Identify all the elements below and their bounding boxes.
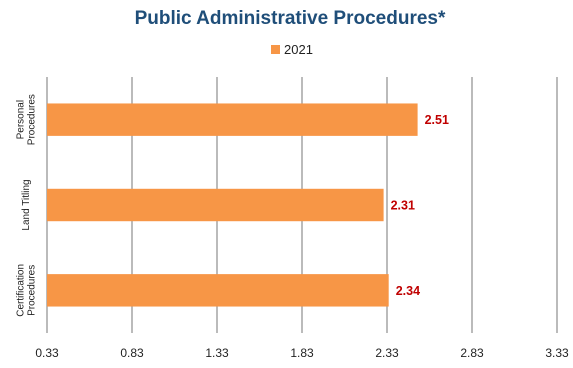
category-label: Personal Procedures — [16, 94, 38, 145]
category-label-line: Procedures — [27, 94, 38, 145]
x-tick-label: 0.83 — [120, 346, 144, 360]
data-label: 2.34 — [396, 284, 420, 298]
bar — [47, 188, 384, 222]
x-tick-label: 3.33 — [545, 346, 569, 360]
chart-title: Public Administrative Procedures* — [135, 8, 446, 29]
bar — [47, 103, 418, 136]
category-label: Certification Procedures — [16, 264, 38, 317]
x-tick-label: 2.83 — [460, 346, 484, 360]
x-tick-label: 1.33 — [205, 346, 229, 360]
x-tick-labels: 0.33 0.83 1.33 1.83 2.33 2.83 3.33 — [35, 346, 569, 360]
data-label: 2.51 — [425, 113, 449, 127]
category-label-line: Personal — [16, 100, 27, 139]
category-label-line: Certification — [16, 264, 27, 317]
bars — [47, 103, 418, 307]
x-tick-label: 1.83 — [290, 346, 314, 360]
legend-swatch-2021 — [271, 45, 280, 54]
x-tick-label: 2.33 — [375, 346, 399, 360]
x-tick-label: 0.33 — [35, 346, 59, 360]
legend: 2021 — [271, 42, 313, 57]
category-label: Land Titling — [21, 179, 32, 230]
bar — [47, 274, 389, 307]
legend-label-2021: 2021 — [284, 42, 313, 57]
data-labels: 2.51 2.31 2.34 — [391, 113, 449, 298]
category-label-line: Procedures — [27, 265, 38, 316]
category-label-line: Land Titling — [21, 179, 32, 230]
data-label: 2.31 — [391, 199, 415, 213]
